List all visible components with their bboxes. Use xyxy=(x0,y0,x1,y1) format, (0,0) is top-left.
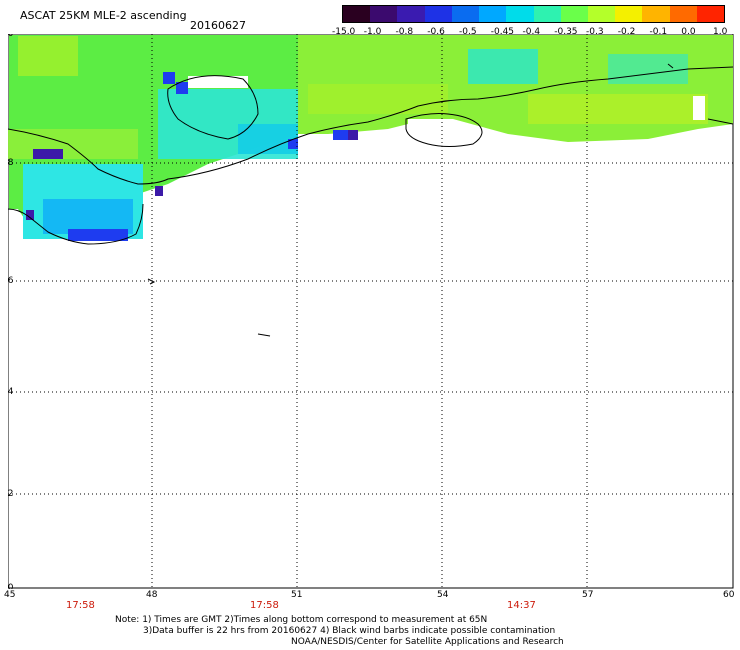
swath-blue-4 xyxy=(163,72,175,84)
pass-time: 17:58 xyxy=(250,600,279,611)
product-title: ASCAT 25KM MLE-2 ascending xyxy=(20,9,187,22)
swath-purple-2 xyxy=(26,210,34,220)
color-scale-segment xyxy=(451,6,480,22)
swath-lime-patch-3 xyxy=(528,94,708,124)
lat-label: 68 xyxy=(8,158,14,168)
color-scale-segment xyxy=(560,6,588,22)
color-scale-label: -15.0 xyxy=(332,27,356,37)
swath-purple-4 xyxy=(348,130,358,140)
color-scale-label: -0.45 xyxy=(490,27,515,37)
lon-label: 60 xyxy=(723,590,735,600)
swath-gap-1 xyxy=(188,76,248,88)
color-scale-segment xyxy=(397,6,425,22)
product-date: 20160627 xyxy=(190,19,246,32)
swath-lime-patch-2 xyxy=(308,84,448,114)
coastline xyxy=(8,63,734,337)
swath-lime-patch-4 xyxy=(8,129,138,159)
swath-gap-3 xyxy=(408,119,453,144)
swath-cyan-2 xyxy=(608,54,688,84)
color-scale-segment xyxy=(642,6,670,22)
swath-cyan-1 xyxy=(468,49,538,84)
color-scale-label: -1.0 xyxy=(363,27,382,37)
color-scale-segment xyxy=(696,6,725,22)
pass-time: 17:58 xyxy=(66,600,95,611)
color-scale-label: -0.3 xyxy=(586,27,604,37)
color-scale-segment xyxy=(533,6,561,22)
swath-lightblue xyxy=(43,199,133,234)
color-scale-label: -0.6 xyxy=(427,27,445,37)
color-scale-segment xyxy=(370,6,398,22)
footnotes: Note: 1) Times are GMT 2)Times along bot… xyxy=(115,615,564,648)
lon-label: 51 xyxy=(291,590,303,600)
lon-label: 45 xyxy=(4,590,16,600)
color-scale-label: -0.2 xyxy=(617,27,636,37)
lat-label: 66 xyxy=(8,276,14,286)
lon-label: 57 xyxy=(582,590,594,600)
color-scale-bar xyxy=(342,5,725,23)
lat-label: 64 xyxy=(8,387,14,397)
color-scale-label: 0.0 xyxy=(681,27,696,37)
lon-label: 54 xyxy=(437,590,449,600)
color-scale-segment xyxy=(506,6,534,22)
swath-purple-1 xyxy=(33,149,63,159)
swath-blue-3 xyxy=(288,139,298,149)
swath-gap-2 xyxy=(693,96,705,120)
lat-label: 60 xyxy=(8,583,14,589)
swath-purple-3 xyxy=(155,186,163,196)
swath-blue-1 xyxy=(68,229,128,241)
swath-blue-2 xyxy=(333,130,348,140)
swath-lime-patch-1 xyxy=(18,36,78,76)
pass-time: 14:37 xyxy=(507,600,536,611)
lat-label: 70 xyxy=(8,34,14,39)
note-line-3: NOAA/NESDIS/Center for Satellite Applica… xyxy=(291,637,564,647)
color-scale-label: -0.35 xyxy=(554,27,578,37)
color-scale-segment xyxy=(615,6,643,22)
note-line-1: Note: 1) Times are GMT 2)Times along bot… xyxy=(115,615,488,625)
swath-map: 70 68 66 64 62 60 xyxy=(8,34,734,589)
color-scale-segment xyxy=(669,6,697,22)
color-scale-label: -0.1 xyxy=(649,27,668,37)
lon-label: 48 xyxy=(146,590,158,600)
color-scale-label: -0.5 xyxy=(459,27,477,37)
latitude-labels: 70 68 66 64 62 60 xyxy=(8,34,14,589)
color-scale-segment xyxy=(479,6,507,22)
wind-swath xyxy=(8,35,733,241)
color-scale-segment xyxy=(587,6,616,22)
note-line-2: 3)Data buffer is 22 hrs from 20160627 4)… xyxy=(143,626,556,636)
color-scale-label: -0.4 xyxy=(522,27,541,37)
swath-blue-5 xyxy=(176,82,188,94)
color-scale-labels: -15.0 -1.0 -0.8 -0.6 -0.5 -0.45 -0.4 -0.35 -0.3 -… xyxy=(328,27,738,39)
color-scale-label: 1.0 xyxy=(713,27,728,37)
color-scale-label: -0.8 xyxy=(395,27,414,37)
graticule xyxy=(8,34,733,588)
lat-label: 62 xyxy=(8,489,13,499)
color-scale-segment xyxy=(424,6,452,22)
color-scale-segment xyxy=(343,6,371,22)
